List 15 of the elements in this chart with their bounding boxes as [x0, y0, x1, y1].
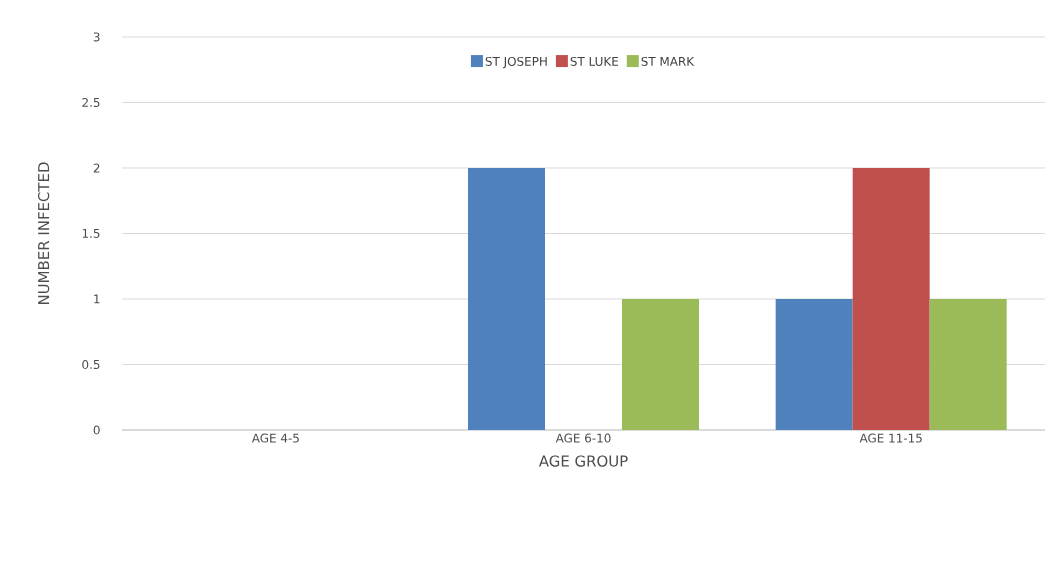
legend-label: ST MARK	[641, 56, 695, 66]
y-tick-label: 1.5	[82, 229, 100, 238]
y-tick-label: 0.5	[82, 359, 100, 370]
legend-label: ST LUKE	[570, 56, 619, 66]
x-tick-label: AGE 4-5	[251, 433, 299, 443]
y-axis-title: NUMBER INFECTED	[37, 162, 50, 304]
y-tick-label: 1	[94, 294, 100, 304]
x-tick-label: AGE 11-15	[859, 433, 922, 443]
y-tick-label: 3	[93, 32, 100, 42]
legend-label: ST JOSEPH	[485, 56, 547, 69]
y-tick-label: 2.5	[82, 97, 100, 108]
y-tick-label: 0	[93, 425, 100, 435]
y-tick-label: 2	[93, 163, 100, 173]
x-tick-label: AGE 6-10	[555, 433, 611, 443]
x-axis-title: AGE GROUP	[538, 455, 628, 467]
